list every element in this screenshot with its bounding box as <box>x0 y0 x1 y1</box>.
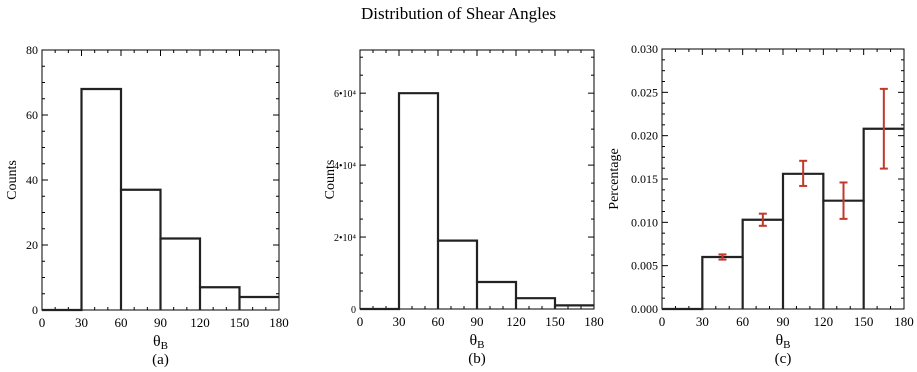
y-tick-label: 0 <box>351 305 356 316</box>
x-tick-label: 90 <box>777 314 790 329</box>
y-axis-label: Percentage <box>607 148 622 209</box>
x-tick-label: 150 <box>854 314 874 329</box>
panel-label: (c) <box>775 351 792 367</box>
histogram-bar <box>200 287 240 310</box>
y-tick-label: 6•10⁴ <box>334 89 357 100</box>
x-axis-label: θB <box>469 332 484 351</box>
y-tick-label: 0.010 <box>631 215 658 229</box>
histogram-bar <box>516 298 555 309</box>
histogram-bar <box>783 174 823 309</box>
panel-2: 0 30 60 90 120 150 180 0 2•10⁴ 4•10⁴ 6•10⁴ θB(b) Cou… <box>323 49 604 367</box>
y-tick-label: 0.015 <box>631 172 658 186</box>
x-tick-label: 30 <box>393 314 406 329</box>
histogram-bar <box>121 190 161 310</box>
x-tick-label: 150 <box>230 315 250 330</box>
histogram-bar <box>477 282 516 309</box>
panel-label: (a) <box>152 352 169 368</box>
y-tick-label: 2•10⁴ <box>334 233 357 244</box>
x-tick-label: 180 <box>584 314 604 329</box>
panel-1: 0 30 60 90 120 150 180 0 20 40 60 80 θB(a) Counts <box>5 43 289 368</box>
x-tick-label: 30 <box>696 314 709 329</box>
panel-3: 0 30 60 90 120 150 180 0.000 0.005 0.010 0.015 0.02… <box>607 42 914 367</box>
y-axis-label: Counts <box>5 160 20 200</box>
y-tick-label: 4•10⁴ <box>334 161 357 172</box>
x-tick-label: 150 <box>545 314 565 329</box>
histogram-bar <box>399 93 438 309</box>
x-tick-label: 90 <box>154 315 167 330</box>
histogram-step-line <box>662 127 904 311</box>
y-tick-label: 0.025 <box>631 85 658 99</box>
histogram-step-line <box>42 87 279 312</box>
x-tick-label: 120 <box>814 314 834 329</box>
histogram-bar <box>82 89 122 310</box>
y-tick-label: 20 <box>26 238 38 252</box>
x-tick-label: 180 <box>269 315 289 330</box>
histogram-bar <box>438 241 477 309</box>
histogram-step-line <box>360 92 594 311</box>
y-tick-label: 60 <box>26 108 38 122</box>
histogram-bar <box>702 257 742 309</box>
y-tick-label: 80 <box>26 43 38 57</box>
y-axis-label: Counts <box>323 160 338 200</box>
x-tick-label: 60 <box>736 314 749 329</box>
y-tick-label: 0.000 <box>631 302 658 316</box>
x-tick-label: 0 <box>39 315 46 330</box>
x-tick-label: 120 <box>190 315 210 330</box>
histogram-bar <box>240 297 280 310</box>
x-tick-label: 0 <box>357 314 364 329</box>
x-tick-label: 90 <box>471 314 484 329</box>
x-axis-label: θB <box>775 332 790 351</box>
y-tick-label: 40 <box>26 173 38 187</box>
figure-title: Distribution of Shear Angles <box>360 4 556 23</box>
y-tick-label: 0.005 <box>631 259 658 273</box>
y-tick-label: 0.030 <box>631 42 658 56</box>
x-tick-label: 60 <box>432 314 445 329</box>
x-tick-label: 0 <box>659 314 666 329</box>
y-tick-label: 0.020 <box>631 129 658 143</box>
x-tick-label: 30 <box>75 315 88 330</box>
x-tick-label: 120 <box>506 314 526 329</box>
x-tick-label: 60 <box>115 315 128 330</box>
panel-label: (b) <box>468 351 486 367</box>
x-tick-label: 180 <box>894 314 914 329</box>
y-tick-label: 0 <box>32 303 38 317</box>
histogram-bar <box>743 220 783 309</box>
histogram-bar <box>161 239 201 311</box>
x-axis-label: θB <box>153 333 168 352</box>
